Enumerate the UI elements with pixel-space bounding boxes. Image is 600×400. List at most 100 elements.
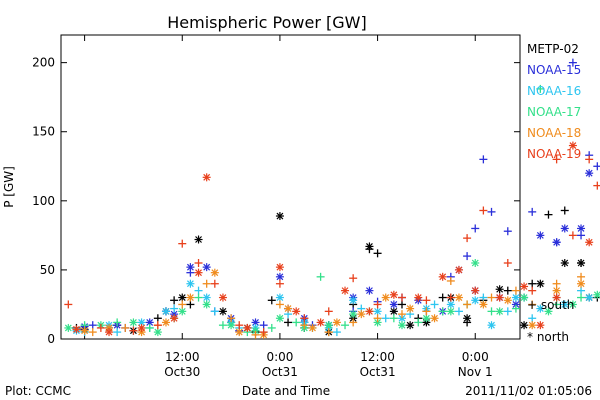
south-point bbox=[218, 321, 227, 330]
x-tick-label-time: 0:00 bbox=[266, 350, 293, 364]
south-point bbox=[414, 318, 423, 327]
south-point bbox=[422, 307, 431, 316]
south-point bbox=[552, 300, 561, 309]
north-point bbox=[585, 293, 594, 302]
x-tick-label-date: Oct31 bbox=[262, 365, 298, 379]
north-point bbox=[568, 300, 577, 309]
north-point bbox=[170, 314, 179, 323]
legend-entry: NOAA-17 bbox=[527, 105, 581, 119]
south-point bbox=[568, 58, 577, 67]
south-point bbox=[487, 207, 496, 216]
north-point bbox=[80, 326, 89, 335]
legend-entry: NOAA-16 bbox=[527, 84, 581, 98]
north-point bbox=[341, 286, 350, 295]
north-point bbox=[373, 307, 382, 316]
south-point bbox=[593, 181, 600, 190]
south-point bbox=[145, 323, 154, 332]
south-point bbox=[552, 155, 561, 164]
north-point bbox=[479, 300, 488, 309]
north-point bbox=[161, 307, 170, 316]
north-point bbox=[349, 310, 358, 319]
north-point bbox=[357, 310, 366, 319]
north-point bbox=[202, 293, 211, 302]
south-point bbox=[528, 286, 537, 295]
north-point bbox=[389, 307, 398, 316]
north-point bbox=[552, 238, 561, 247]
south-point bbox=[267, 296, 276, 305]
south-point bbox=[210, 307, 219, 316]
south-point bbox=[292, 318, 301, 327]
plot-frame bbox=[60, 34, 521, 340]
north-point bbox=[446, 307, 455, 316]
south-point bbox=[487, 307, 496, 316]
north-point bbox=[585, 169, 594, 178]
south-point bbox=[235, 321, 244, 330]
south-point bbox=[577, 272, 586, 281]
south-point bbox=[170, 296, 179, 305]
north-point bbox=[536, 321, 545, 330]
north-point bbox=[235, 328, 244, 337]
north-point bbox=[446, 300, 455, 309]
north-point bbox=[153, 328, 162, 337]
south-point bbox=[397, 293, 406, 302]
south-point bbox=[113, 328, 122, 337]
north-point bbox=[503, 296, 512, 305]
south-point bbox=[64, 300, 73, 309]
south-point bbox=[300, 321, 309, 330]
south-point bbox=[121, 323, 130, 332]
south-point bbox=[373, 300, 382, 309]
north-point bbox=[552, 286, 561, 295]
south-point bbox=[503, 259, 512, 267]
north-point bbox=[520, 293, 529, 302]
north-point bbox=[275, 212, 284, 221]
north-point bbox=[593, 290, 600, 299]
south-point bbox=[438, 307, 447, 316]
south-point bbox=[503, 227, 512, 236]
north-point bbox=[349, 296, 358, 305]
north-point bbox=[520, 321, 529, 330]
north-point bbox=[471, 286, 480, 295]
legend-entry: NOAA-15 bbox=[527, 63, 581, 77]
north-point bbox=[64, 323, 73, 332]
north-point bbox=[365, 307, 374, 316]
north-point bbox=[194, 235, 203, 244]
south-point bbox=[511, 304, 520, 313]
y-tick-label: 150 bbox=[32, 125, 55, 139]
north-point bbox=[202, 263, 211, 272]
south-point bbox=[178, 239, 187, 248]
north-point bbox=[365, 286, 374, 295]
north-point bbox=[520, 282, 529, 291]
south-point bbox=[113, 318, 122, 327]
north-point bbox=[218, 293, 227, 302]
south-point bbox=[194, 293, 203, 302]
south-point bbox=[389, 314, 398, 323]
north-point bbox=[186, 263, 195, 272]
north-point bbox=[495, 285, 504, 294]
y-tick-label: 0 bbox=[47, 332, 55, 346]
south-point bbox=[585, 155, 594, 164]
south-point bbox=[454, 307, 463, 316]
north-point bbox=[471, 259, 480, 267]
north-point bbox=[365, 242, 374, 251]
south-point bbox=[96, 323, 105, 332]
north-point bbox=[438, 272, 447, 281]
south-point bbox=[577, 286, 586, 295]
south-point bbox=[463, 300, 472, 309]
north-point bbox=[186, 279, 195, 288]
x-tick-label-time: 12:00 bbox=[165, 350, 200, 364]
south-point bbox=[332, 328, 341, 337]
south-point bbox=[479, 155, 488, 164]
south-point bbox=[397, 310, 406, 319]
north-point bbox=[227, 321, 236, 330]
footer-left: Plot: CCMC bbox=[5, 384, 71, 398]
north-point bbox=[560, 259, 569, 267]
north-point bbox=[422, 314, 431, 323]
north-point bbox=[536, 304, 545, 313]
y-tick-label: 50 bbox=[40, 263, 55, 277]
south-point bbox=[341, 321, 350, 330]
south-point bbox=[170, 304, 179, 313]
south-point bbox=[446, 276, 455, 285]
north-point bbox=[414, 293, 423, 302]
